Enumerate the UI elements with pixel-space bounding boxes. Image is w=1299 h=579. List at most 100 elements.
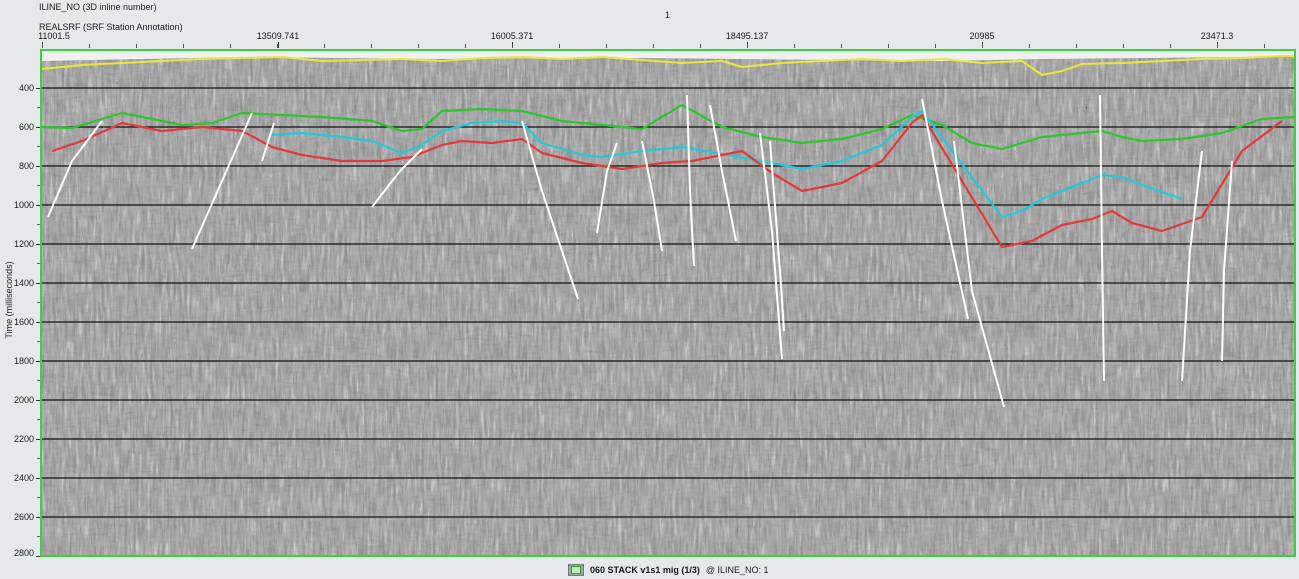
y-tick-label: 600	[18, 122, 34, 132]
seismic-dataset-icon[interactable]	[568, 564, 584, 576]
y-minor-tick	[37, 536, 40, 537]
y-tick-label: 1400	[13, 278, 34, 288]
x-minor-tick	[559, 44, 560, 48]
dataset-key-text: @ ILINE_NO: 1	[705, 565, 769, 575]
y-major-tick	[36, 400, 40, 401]
dataset-name[interactable]: 060 STACK v1s1 mig (1/3)	[590, 565, 700, 575]
y-minor-tick	[37, 107, 40, 108]
y-major-tick	[36, 517, 40, 518]
x-tick-label: 16005.371	[490, 31, 534, 41]
fault-line[interactable]	[596, 142, 618, 234]
primary-key-label: ILINE_NO (3D inline number)	[39, 2, 157, 12]
x-tick-label: 23471.3	[1200, 31, 1234, 41]
y-tick-label: 1200	[13, 239, 34, 249]
seismic-section-canvas	[42, 51, 1294, 555]
x-minor-tick	[1217, 44, 1218, 48]
fault-line[interactable]	[709, 104, 737, 242]
x-minor-tick	[935, 44, 936, 48]
x-minor-tick	[653, 44, 654, 48]
y-minor-tick	[37, 458, 40, 459]
fault-interpretations	[47, 94, 1233, 408]
x-tick-label: 13509.741	[256, 31, 300, 41]
fault-line[interactable]	[921, 98, 969, 320]
x-minor-tick	[465, 44, 466, 48]
fault-line[interactable]	[686, 94, 695, 267]
x-minor-tick	[230, 44, 231, 48]
fault-line[interactable]	[1181, 150, 1203, 382]
fault-line[interactable]	[1099, 94, 1105, 382]
x-minor-tick	[371, 44, 372, 48]
y-tick-label: 800	[18, 161, 34, 171]
horizon-cyan[interactable]	[271, 109, 1183, 219]
x-minor-tick	[1170, 44, 1171, 48]
y-major-tick	[36, 439, 40, 440]
secondary-key-label: REALSRF (SRF Station Annotation)	[39, 22, 183, 32]
y-minor-tick	[37, 419, 40, 420]
x-minor-tick	[89, 44, 90, 48]
y-tick-label: 1000	[13, 200, 34, 210]
x-tick-label: 11001.5	[38, 31, 70, 41]
above-surface-area	[42, 51, 1294, 61]
dataset-footer: 060 STACK v1s1 mig (1/3) @ ILINE_NO: 1	[568, 563, 769, 577]
y-major-tick	[36, 127, 40, 128]
fault-line[interactable]	[521, 120, 579, 300]
x-minor-tick	[888, 44, 889, 48]
y-tick-label: 1800	[13, 356, 34, 366]
y-minor-tick	[37, 224, 40, 225]
y-minor-tick	[37, 146, 40, 147]
y-tick-label: 2800	[13, 548, 34, 558]
x-minor-tick	[1029, 44, 1030, 48]
x-major-tick	[278, 42, 279, 48]
seismic-section-view[interactable]	[40, 49, 1296, 557]
horizon-yellow-surface[interactable]	[42, 55, 1294, 76]
x-minor-tick	[841, 44, 842, 48]
horizon-red[interactable]	[51, 113, 1283, 249]
y-major-tick	[36, 361, 40, 362]
x-minor-tick	[42, 44, 43, 48]
y-tick-label: 2400	[13, 473, 34, 483]
x-minor-tick	[1076, 44, 1077, 48]
y-major-tick	[36, 322, 40, 323]
fault-line[interactable]	[769, 140, 785, 332]
x-minor-tick	[700, 44, 701, 48]
y-major-tick	[36, 556, 40, 557]
x-minor-tick	[136, 44, 137, 48]
y-major-tick	[36, 244, 40, 245]
fault-line[interactable]	[191, 112, 253, 250]
y-major-tick	[36, 205, 40, 206]
x-minor-tick	[512, 44, 513, 48]
x-minor-tick	[277, 44, 278, 48]
fault-line[interactable]	[759, 132, 783, 360]
y-major-tick	[36, 478, 40, 479]
fault-line[interactable]	[371, 148, 423, 208]
y-tick-label: 2200	[13, 434, 34, 444]
y-tick-label: 1600	[13, 317, 34, 327]
y-minor-tick	[37, 185, 40, 186]
x-minor-tick	[982, 44, 983, 48]
x-minor-tick	[747, 44, 748, 48]
y-major-tick	[36, 283, 40, 284]
x-minor-tick	[324, 44, 325, 48]
time-gridlines	[42, 87, 1294, 518]
inline-value: 1	[665, 10, 671, 20]
y-minor-tick	[37, 380, 40, 381]
fault-line[interactable]	[641, 140, 663, 252]
y-major-tick	[36, 166, 40, 167]
x-minor-tick	[183, 44, 184, 48]
x-tick-label: 18495.137	[725, 31, 769, 41]
y-axis-title: Time (milliseconds)	[4, 261, 14, 339]
fault-line[interactable]	[953, 140, 1005, 408]
fault-line[interactable]	[47, 120, 103, 218]
y-major-tick	[36, 88, 40, 89]
y-minor-tick	[37, 302, 40, 303]
horizon-interpretations	[42, 55, 1294, 249]
y-tick-label: 2600	[13, 512, 34, 522]
y-minor-tick	[37, 341, 40, 342]
x-minor-tick	[1264, 44, 1265, 48]
fault-line[interactable]	[261, 122, 275, 162]
x-minor-tick	[1123, 44, 1124, 48]
horizon-green[interactable]	[42, 103, 1294, 151]
y-minor-tick	[37, 263, 40, 264]
fault-line[interactable]	[1221, 160, 1233, 362]
y-tick-label: 2000	[13, 395, 34, 405]
